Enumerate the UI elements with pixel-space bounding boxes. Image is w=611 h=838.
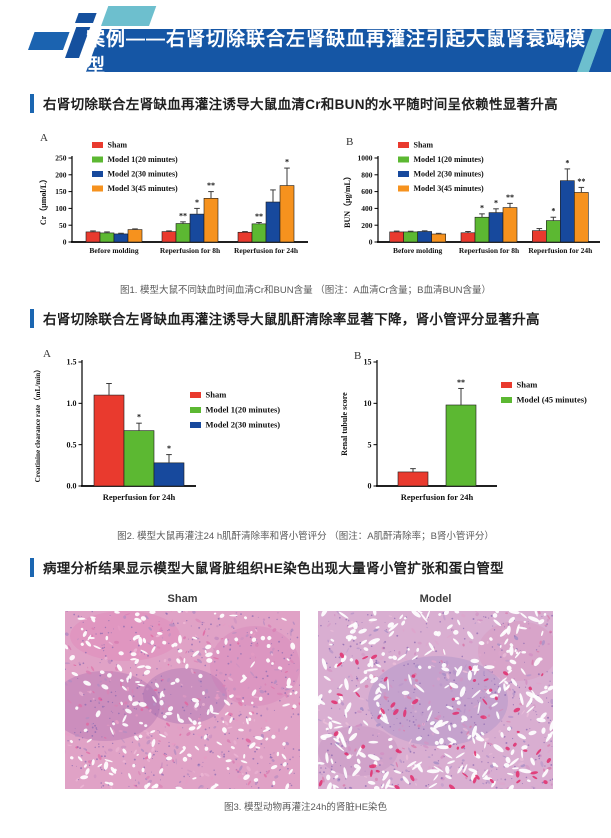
svg-text:100: 100 <box>55 204 67 213</box>
svg-text:**: ** <box>506 193 514 202</box>
section-2-title: 右肾切除联合左肾缺血再灌注诱导大鼠肌酐清除率显著下降，肾小管评分显著升高 <box>43 312 540 327</box>
svg-text:**: ** <box>179 211 187 220</box>
figure1-panel-a-label: A <box>40 132 48 144</box>
svg-text:Model 3(45 minutes): Model 3(45 minutes) <box>414 184 485 193</box>
heading-accent-bar <box>30 308 34 328</box>
svg-text:Creatinine clearance rate（mL/m: Creatinine clearance rate（mL/min） <box>33 366 42 483</box>
sham-he-stain-image <box>65 611 300 789</box>
svg-text:250: 250 <box>55 154 67 163</box>
svg-text:*: * <box>195 198 199 207</box>
svg-text:Model (45 minutes): Model (45 minutes) <box>517 395 588 405</box>
banner-decor-left-parallelogram <box>28 32 70 50</box>
svg-text:Sham: Sham <box>414 141 434 150</box>
svg-text:1.5: 1.5 <box>67 358 77 367</box>
model-image-label: Model <box>419 593 452 605</box>
svg-text:*: * <box>285 158 289 167</box>
svg-text:1.0: 1.0 <box>67 399 77 408</box>
svg-text:0: 0 <box>63 238 67 247</box>
svg-text:Reperfusion for 8h: Reperfusion for 8h <box>459 246 520 255</box>
svg-text:1000: 1000 <box>358 154 373 163</box>
svg-text:**: ** <box>207 181 215 190</box>
svg-text:600: 600 <box>361 187 373 196</box>
svg-text:**: ** <box>255 212 263 221</box>
svg-text:Sham: Sham <box>108 141 128 150</box>
svg-text:*: * <box>565 158 569 167</box>
svg-text:Reperfusion for 8h: Reperfusion for 8h <box>160 246 221 255</box>
svg-text:Reperfusion for 24h: Reperfusion for 24h <box>528 246 593 255</box>
svg-text:Reperfusion for 24h: Reperfusion for 24h <box>401 492 474 502</box>
section-heading-2: 右肾切除联合左肾缺血再灌注诱导大鼠肌酐清除率显著下降，肾小管评分显著升高 <box>30 307 540 329</box>
figure2-panel-a-label: A <box>43 348 51 360</box>
svg-text:*: * <box>480 203 484 212</box>
svg-text:*: * <box>494 198 498 207</box>
svg-text:Model 1(20 minutes): Model 1(20 minutes) <box>414 155 485 164</box>
svg-text:0.5: 0.5 <box>67 440 77 449</box>
svg-text:Reperfusion for 24h: Reperfusion for 24h <box>234 246 299 255</box>
svg-text:Model 1(20 minutes): Model 1(20 minutes) <box>108 155 179 164</box>
svg-text:**: ** <box>457 378 465 387</box>
figure2-panel-b-label: B <box>354 350 362 362</box>
svg-text:150: 150 <box>55 187 67 196</box>
section-heading-1: 右肾切除联合左肾缺血再灌注诱导大鼠血清Cr和BUN的水平随时间呈依赖性显著升高 <box>30 92 558 114</box>
svg-text:BUN（μg/mL）: BUN（μg/mL） <box>342 172 352 228</box>
figure3-caption: 图3. 模型动物再灌注24h的肾脏HE染色 <box>223 802 388 813</box>
svg-text:Cr（μmol/L）: Cr（μmol/L） <box>38 175 48 225</box>
serum-bun-bar-chart: 0 200 400 600 800 1000 BUN（μg/mL） Before moldin… <box>342 141 600 255</box>
serum-cr-bar-chart: 0 50 100 150 200 250 Cr（μmol/L） Before molding *… <box>38 141 308 255</box>
svg-text:0.0: 0.0 <box>67 482 77 491</box>
svg-text:Before molding: Before molding <box>393 246 442 255</box>
creatinine-clearance-bar-chart: 0.0 0.5 1.0 1.5 Creatinine clearance rate（mL… <box>33 358 281 502</box>
svg-text:Renal tubule score: Renal tubule score <box>340 392 349 456</box>
svg-text:10: 10 <box>364 399 372 408</box>
svg-text:200: 200 <box>361 221 373 230</box>
svg-text:*: * <box>167 444 171 453</box>
svg-text:50: 50 <box>59 221 67 230</box>
svg-text:Before molding: Before molding <box>89 246 138 255</box>
svg-text:Model 2(30 minutes): Model 2(30 minutes) <box>206 420 281 430</box>
figure2-caption: 图2. 模型大鼠再灌注24 h肌酐清除率和肾小管评分 （图注：A肌酐清除率；B肾… <box>117 531 494 542</box>
section-1-title: 右肾切除联合左肾缺血再灌注诱导大鼠血清Cr和BUN的水平随时间呈依赖性显著升高 <box>43 97 558 112</box>
svg-text:Model 2(30 minutes): Model 2(30 minutes) <box>108 170 179 179</box>
svg-text:0: 0 <box>369 238 373 247</box>
section-heading-3: 病理分析结果显示模型大鼠肾脏组织HE染色出现大量肾小管扩张和蛋白管型 <box>30 556 504 578</box>
svg-text:Model 2(30 minutes): Model 2(30 minutes) <box>414 170 485 179</box>
section-3-title: 病理分析结果显示模型大鼠肾脏组织HE染色出现大量肾小管扩张和蛋白管型 <box>43 561 504 576</box>
svg-text:*: * <box>137 413 141 422</box>
heading-accent-bar <box>30 557 34 577</box>
svg-text:200: 200 <box>55 170 67 179</box>
svg-text:Sham: Sham <box>206 390 227 400</box>
figure1-panel-b-label: B <box>346 136 354 148</box>
svg-text:0: 0 <box>368 482 372 491</box>
banner-decor-small-parallelogram <box>75 13 97 23</box>
svg-text:5: 5 <box>368 440 372 449</box>
svg-text:Model 1(20 minutes): Model 1(20 minutes) <box>206 405 281 415</box>
page-title: 案例——右肾切除联合左肾缺血再灌注引起大鼠肾衰竭模型 <box>86 28 587 77</box>
sham-image-label: Sham <box>167 593 198 605</box>
svg-text:*: * <box>551 207 555 216</box>
svg-text:**: ** <box>577 177 585 186</box>
svg-text:Sham: Sham <box>517 380 538 390</box>
renal-tubule-score-bar-chart: 0 5 10 15 Renal tubule score ** Reperfusion fo… <box>340 358 588 502</box>
heading-accent-bar <box>30 93 34 113</box>
svg-text:Reperfusion for 24h: Reperfusion for 24h <box>103 492 176 502</box>
svg-text:15: 15 <box>364 358 372 367</box>
figure1-caption: 图1. 模型大鼠不同缺血时间血清Cr和BUN含量 （图注：A血清Cr含量；B血清… <box>119 285 492 296</box>
svg-text:800: 800 <box>361 170 373 179</box>
model-he-stain-image <box>318 611 553 789</box>
svg-text:400: 400 <box>361 204 373 213</box>
svg-text:Model 3(45 minutes): Model 3(45 minutes) <box>108 184 179 193</box>
